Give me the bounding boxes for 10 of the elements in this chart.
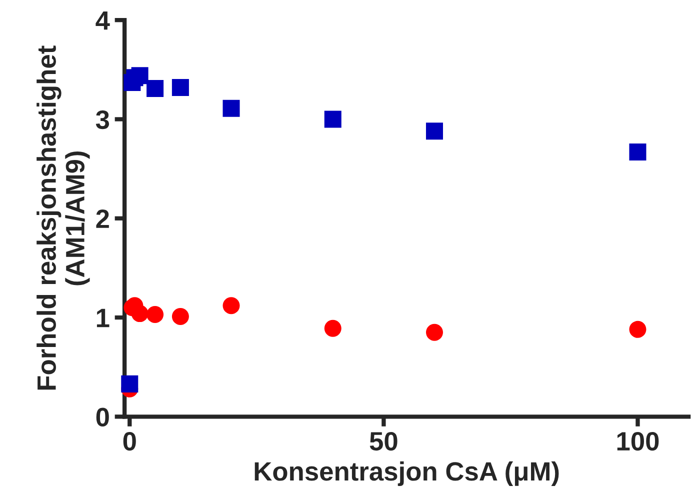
x-tick-label: 50 — [370, 432, 398, 451]
y-tick-label: 0 — [96, 408, 109, 426]
y-tick-label: 3 — [96, 110, 110, 130]
x-axis-title: Konsentrasjon CsA (μM) — [254, 461, 559, 486]
x-tick-label: 100 — [617, 432, 659, 451]
x-tick-label: 0 — [123, 432, 136, 451]
y-tick-label: 2 — [96, 210, 109, 228]
y-axis-title: Forhold reaksjonshastighet (AM1/AM9) — [36, 46, 90, 390]
y-tick-label: 1 — [96, 308, 110, 328]
y-tick-label: 4 — [96, 11, 110, 30]
